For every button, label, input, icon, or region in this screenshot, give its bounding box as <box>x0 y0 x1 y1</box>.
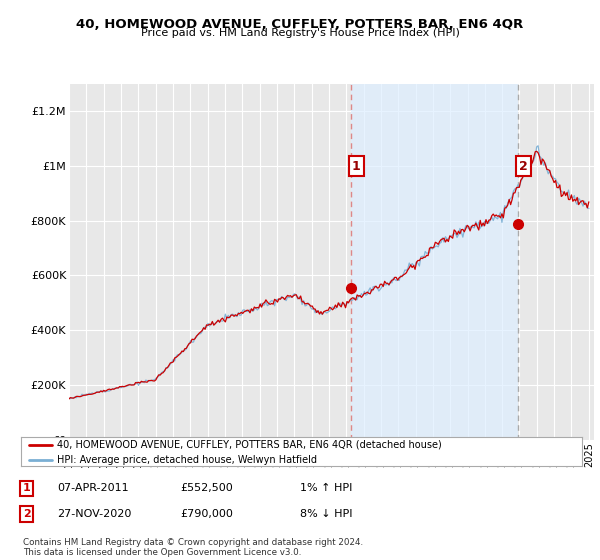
Text: 1: 1 <box>23 483 31 493</box>
Bar <box>351 84 518 440</box>
Text: Contains HM Land Registry data © Crown copyright and database right 2024.
This d: Contains HM Land Registry data © Crown c… <box>23 538 363 557</box>
Text: 2: 2 <box>23 509 31 519</box>
Text: 2: 2 <box>519 160 527 172</box>
Text: HPI: Average price, detached house, Welwyn Hatfield: HPI: Average price, detached house, Welw… <box>58 455 317 464</box>
Text: 1% ↑ HPI: 1% ↑ HPI <box>300 483 352 493</box>
Text: 07-APR-2011: 07-APR-2011 <box>57 483 128 493</box>
Text: 40, HOMEWOOD AVENUE, CUFFLEY, POTTERS BAR, EN6 4QR (detached house): 40, HOMEWOOD AVENUE, CUFFLEY, POTTERS BA… <box>58 440 442 450</box>
Text: 27-NOV-2020: 27-NOV-2020 <box>57 509 131 519</box>
Text: Price paid vs. HM Land Registry's House Price Index (HPI): Price paid vs. HM Land Registry's House … <box>140 28 460 38</box>
Text: 8% ↓ HPI: 8% ↓ HPI <box>300 509 353 519</box>
Text: 40, HOMEWOOD AVENUE, CUFFLEY, POTTERS BAR, EN6 4QR: 40, HOMEWOOD AVENUE, CUFFLEY, POTTERS BA… <box>76 18 524 31</box>
Text: £790,000: £790,000 <box>180 509 233 519</box>
Text: £552,500: £552,500 <box>180 483 233 493</box>
Text: 1: 1 <box>352 160 361 172</box>
